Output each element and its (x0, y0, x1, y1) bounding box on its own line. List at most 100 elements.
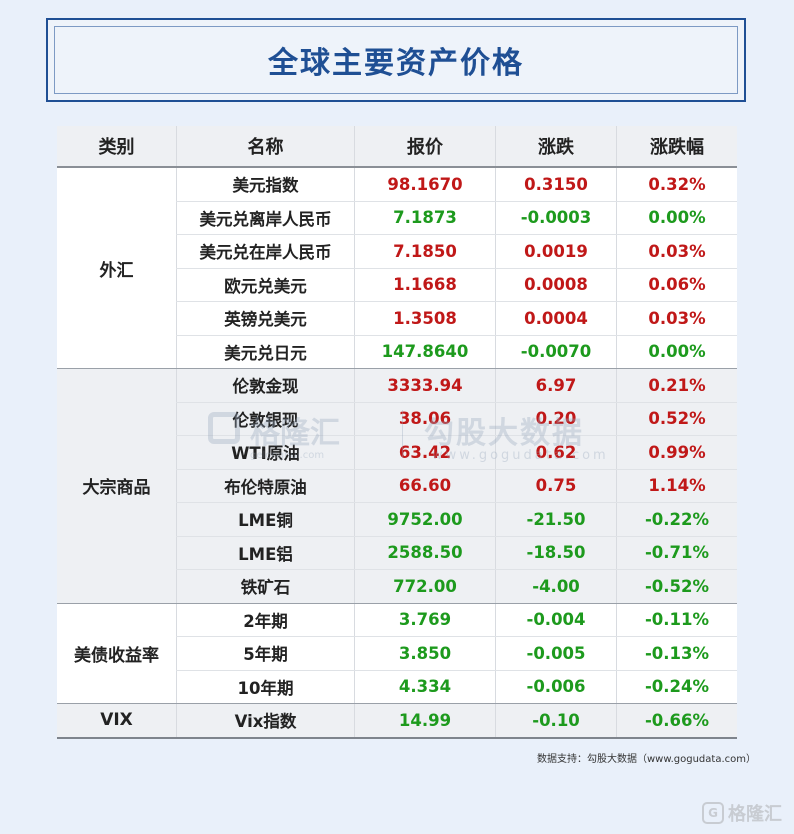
change-cell: 0.0019 (495, 234, 617, 269)
name-cell: LME铝 (176, 536, 355, 570)
price-cell: 3.769 (354, 603, 496, 637)
change-pct-cell: -0.22% (616, 502, 737, 537)
name-cell: 2年期 (176, 603, 355, 637)
price-cell: 1.3508 (354, 301, 496, 336)
change-cell: 0.62 (495, 435, 617, 470)
table-row: 伦敦银现 38.06 0.20 0.52% (57, 402, 737, 436)
change-cell: 0.0008 (495, 268, 617, 302)
price-cell: 66.60 (354, 469, 496, 503)
change-cell: -0.006 (495, 670, 617, 704)
category-cell: 大宗商品 (57, 368, 177, 604)
change-cell: -18.50 (495, 536, 617, 570)
name-cell: 美元兑在岸人民币 (176, 234, 355, 269)
change-pct-cell: 0.21% (616, 368, 737, 403)
change-cell: 0.3150 (495, 167, 617, 202)
name-cell: 铁矿石 (176, 569, 355, 604)
asset-price-table: 类别 名称 报价 涨跌 涨跌幅 外汇 美元指数 98.1670 0.3150 0.32%… (57, 126, 737, 739)
category-cell: 外汇 (57, 167, 177, 369)
change-cell: 0.0004 (495, 301, 617, 336)
name-cell: 美元兑离岸人民币 (176, 201, 355, 235)
price-cell: 2588.50 (354, 536, 496, 570)
change-cell: -4.00 (495, 569, 617, 604)
price-cell: 63.42 (354, 435, 496, 470)
name-cell: 欧元兑美元 (176, 268, 355, 302)
name-cell: 5年期 (176, 636, 355, 671)
change-pct-cell: 0.06% (616, 268, 737, 302)
change-cell: 6.97 (495, 368, 617, 403)
table-row: 5年期 3.850 -0.005 -0.13% (57, 636, 737, 671)
table-row: 美元兑离岸人民币 7.1873 -0.0003 0.00% (57, 201, 737, 235)
name-cell: 英镑兑美元 (176, 301, 355, 336)
price-cell: 38.06 (354, 402, 496, 436)
price-cell: 3333.94 (354, 368, 496, 403)
price-cell: 1.1668 (354, 268, 496, 302)
price-cell: 3.850 (354, 636, 496, 671)
table-row: 英镑兑美元 1.3508 0.0004 0.03% (57, 301, 737, 336)
name-cell: LME铜 (176, 502, 355, 537)
change-cell: -0.004 (495, 603, 617, 637)
change-pct-cell: -0.71% (616, 536, 737, 570)
header-change: 涨跌 (495, 126, 617, 168)
page-title: 全球主要资产价格 (268, 46, 524, 81)
price-cell: 4.334 (354, 670, 496, 704)
change-pct-cell: -0.52% (616, 569, 737, 604)
table-row: VIX Vix指数 14.99 -0.10 -0.66% (57, 703, 737, 739)
table-row: WTI原油 63.42 0.62 0.99% (57, 435, 737, 470)
change-pct-cell: -0.24% (616, 670, 737, 704)
change-cell: -0.10 (495, 703, 617, 739)
name-cell: 10年期 (176, 670, 355, 704)
change-pct-cell: 0.99% (616, 435, 737, 470)
table-row: 美元兑日元 147.8640 -0.0070 0.00% (57, 335, 737, 369)
change-pct-cell: 0.00% (616, 201, 737, 235)
change-cell: -21.50 (495, 502, 617, 537)
change-pct-cell: 0.03% (616, 234, 737, 269)
change-pct-cell: 0.00% (616, 335, 737, 369)
price-cell: 147.8640 (354, 335, 496, 369)
header-change-pct: 涨跌幅 (616, 126, 737, 168)
change-cell: -0.0003 (495, 201, 617, 235)
title-banner: 全球主要资产价格 (46, 18, 746, 102)
name-cell: 伦敦银现 (176, 402, 355, 436)
change-cell: 0.75 (495, 469, 617, 503)
price-cell: 9752.00 (354, 502, 496, 537)
change-pct-cell: -0.66% (616, 703, 737, 739)
table-row: 10年期 4.334 -0.006 -0.24% (57, 670, 737, 704)
change-cell: -0.0070 (495, 335, 617, 369)
header-name: 名称 (176, 126, 355, 168)
change-cell: 0.20 (495, 402, 617, 436)
name-cell: Vix指数 (176, 703, 355, 739)
name-cell: WTI原油 (176, 435, 355, 470)
price-cell: 14.99 (354, 703, 496, 739)
price-cell: 7.1873 (354, 201, 496, 235)
table-row: 外汇 美元指数 98.1670 0.3150 0.32% (57, 167, 737, 369)
corner-brand: 格隆汇 (728, 804, 782, 825)
price-cell: 772.00 (354, 569, 496, 604)
table-header-row: 类别 名称 报价 涨跌 涨跌幅 (57, 126, 737, 168)
table-body: 外汇 美元指数 98.1670 0.3150 0.32% 美元兑离岸人民币 7.1873 -0… (57, 167, 737, 739)
table-row: 布伦特原油 66.60 0.75 1.14% (57, 469, 737, 503)
change-pct-cell: -0.11% (616, 603, 737, 637)
name-cell: 美元指数 (176, 167, 355, 202)
gelonghui-corner-icon: G (702, 802, 724, 824)
table-row: LME铜 9752.00 -21.50 -0.22% (57, 502, 737, 537)
change-pct-cell: 1.14% (616, 469, 737, 503)
name-cell: 伦敦金现 (176, 368, 355, 403)
table-row: 美元兑在岸人民币 7.1850 0.0019 0.03% (57, 234, 737, 269)
change-pct-cell: 0.32% (616, 167, 737, 202)
name-cell: 布伦特原油 (176, 469, 355, 503)
header-price: 报价 (354, 126, 496, 168)
price-cell: 98.1670 (354, 167, 496, 202)
table-row: 欧元兑美元 1.1668 0.0008 0.06% (57, 268, 737, 302)
category-cell: VIX (57, 703, 177, 739)
source-note: 数据支持：勾股大数据（www.gogudata.com） (536, 754, 756, 765)
table-row: 美债收益率 2年期 3.769 -0.004 -0.11% (57, 603, 737, 704)
change-pct-cell: 0.52% (616, 402, 737, 436)
header-category: 类别 (57, 126, 177, 168)
category-cell: 美债收益率 (57, 603, 177, 704)
corner-logo: G 格隆汇 (702, 800, 782, 826)
change-pct-cell: -0.13% (616, 636, 737, 671)
change-cell: -0.005 (495, 636, 617, 671)
table-row: 大宗商品 伦敦金现 3333.94 6.97 0.21% (57, 368, 737, 604)
table-row: LME铝 2588.50 -18.50 -0.71% (57, 536, 737, 570)
change-pct-cell: 0.03% (616, 301, 737, 336)
